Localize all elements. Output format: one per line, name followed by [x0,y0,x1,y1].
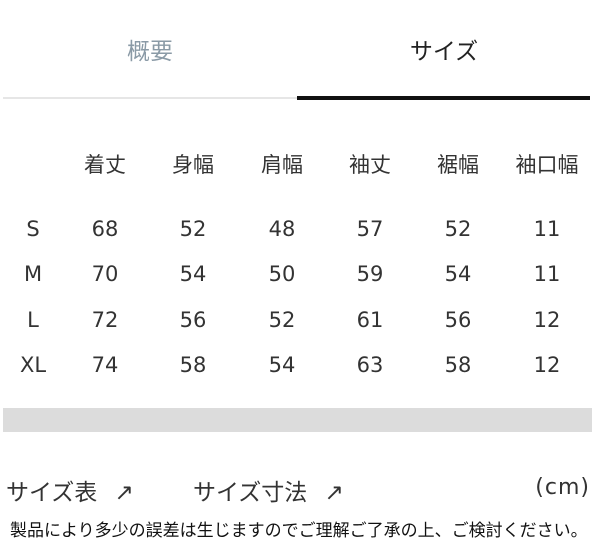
table-cell: 59 [356,262,384,286]
row-size-label: L [27,308,39,332]
table-cell: 58 [444,353,472,377]
table-cell: 58 [179,353,207,377]
column-header: 身幅 [172,153,214,177]
row-size-label: XL [19,353,47,377]
tab-underline-inactive [3,97,297,99]
size-measurement-link[interactable]: サイズ寸法 ↗ [193,473,344,507]
column-header: 肩幅 [261,153,303,177]
table-cell: 11 [533,217,561,241]
unit-label: (cm) [535,475,590,500]
size-chart-link-label: サイズ表 [6,480,98,506]
column-header: 裾幅 [437,153,479,177]
horizontal-scrollbar[interactable] [3,408,592,432]
table-cell: 68 [91,217,119,241]
table-cell: 56 [444,308,472,332]
table-cell: 54 [268,353,296,377]
table-cell: 72 [91,308,119,332]
table-cell: 70 [91,262,119,286]
table-cell: 57 [356,217,384,241]
tab-overview[interactable]: 概要 [127,39,173,65]
tab-size[interactable]: サイズ [409,39,479,65]
row-size-label: S [26,217,40,241]
table-cell: 63 [356,353,384,377]
table-cell: 56 [179,308,207,332]
table-cell: 50 [268,262,296,286]
table-cell: 54 [179,262,207,286]
table-cell: 48 [268,217,296,241]
table-cell: 11 [533,262,561,286]
table-cell: 12 [533,353,561,377]
table-cell: 12 [533,308,561,332]
table-cell: 52 [179,217,207,241]
table-cell: 52 [444,217,472,241]
column-header: 袖口幅 [515,153,579,177]
table-cell: 52 [268,308,296,332]
table-cell: 54 [444,262,472,286]
tab-underline-active [297,96,590,100]
column-header: 着丈 [84,153,126,177]
arrow-up-right-icon: ↗ [114,480,134,506]
column-header: 袖丈 [349,153,391,177]
table-cell: 74 [91,353,119,377]
size-measurement-link-label: サイズ寸法 [193,480,308,506]
arrow-up-right-icon: ↗ [324,480,344,506]
row-size-label: M [23,262,43,286]
size-chart-link[interactable]: サイズ表 ↗ [6,473,134,507]
table-cell: 61 [356,308,384,332]
disclaimer-note: 製品により多少の誤差は生じますのでご理解ご了承の上、ご検討ください。 [10,521,588,541]
